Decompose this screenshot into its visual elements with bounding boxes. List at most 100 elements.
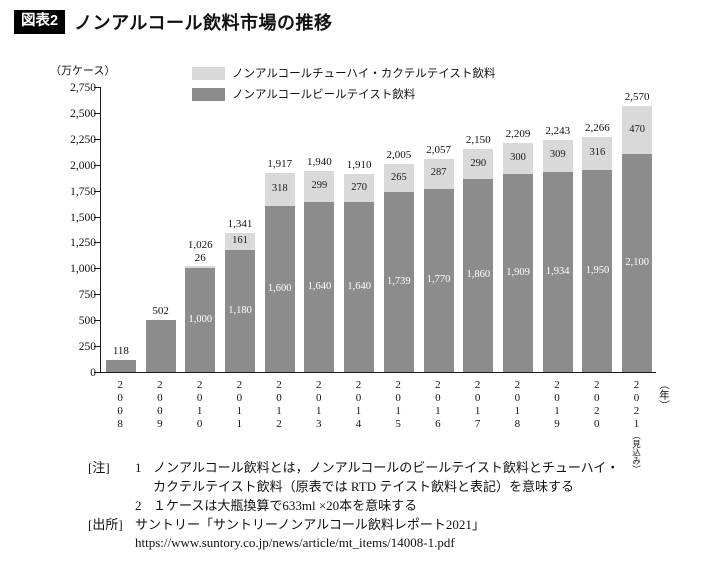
bar-total-label: 1,026 [187, 238, 213, 251]
y-axis: 0 250 500 750 1,000 1,250 1,500 1,750 2,000 2,250… [20, 82, 96, 379]
bar-segment-beer: 2,100 [622, 154, 653, 372]
x-axis-label: 2018 [497, 379, 537, 431]
legend-swatch [192, 87, 225, 101]
bar-total-label: 2,005 [386, 149, 412, 162]
bar-total-label: 502 [152, 304, 169, 317]
y-tick-mark [94, 372, 101, 373]
figure-number-badge: 図表2 [14, 10, 66, 34]
y-tick-mark [94, 242, 101, 244]
x-axis-label: 2015 [378, 379, 418, 431]
bar-value-chuhai: 290 [470, 157, 487, 169]
x-axis-year: 2011 [233, 379, 246, 431]
y-tick-label: 0 [90, 367, 96, 379]
bar-total-label: 1,917 [267, 158, 293, 171]
bar-value-chuhai: 300 [510, 152, 526, 164]
y-tick-label: 2,750 [70, 82, 96, 94]
note-label: [注] [88, 460, 110, 475]
bar-value-beer: 1,770 [426, 274, 451, 286]
note-text: https://www.suntory.co.jp/news/article/m… [135, 535, 455, 551]
note-label: [出所] [88, 516, 123, 532]
bar-total-label: 2,266 [585, 122, 610, 135]
bar-total-label: 2,570 [624, 90, 650, 103]
x-axis-year: 2013 [312, 379, 325, 431]
y-tick-label: 500 [78, 315, 96, 328]
legend-swatch [192, 66, 225, 80]
bar-value-beer: 1,934 [545, 265, 570, 277]
x-axis-label: 2013 [299, 379, 339, 431]
bar-segment-chuhai: 318 [264, 173, 295, 207]
bar-value-beer: 1,600 [267, 282, 292, 294]
y-tick-mark [94, 346, 101, 348]
y-tick-label: 1,500 [70, 211, 96, 224]
bar-total-label: 2,209 [505, 128, 531, 141]
y-tick-mark [94, 112, 101, 114]
x-axis-year: 2016 [431, 379, 444, 431]
x-axis-label: 2009 [140, 379, 180, 431]
bar-value-chuhai-outside: 26 [194, 251, 206, 264]
bar-segment-beer: 1,640 [344, 202, 375, 372]
bar-segment-chuhai: 300 [503, 143, 533, 175]
note-row: 2 １ケースは大瓶換算で633ml ×20本を意味する [88, 497, 627, 516]
note-row: [出所] サントリー「サントリーノンアルコール飲料レポート2021」 [88, 516, 627, 535]
bar-segment-chuhai: 265 [383, 164, 414, 192]
bar-segment-beer: 1,909 [503, 174, 533, 372]
bar-total-label: 1,341 [227, 218, 253, 231]
bar-total-label: 2,150 [465, 134, 491, 147]
bar-segment-chuhai: 470 [622, 105, 653, 155]
x-axis: 2008 2009 2010 2011 2012 2013 2014 2015 2016 2017… [100, 377, 685, 474]
x-axis-year: 2008 [114, 379, 127, 431]
bar-segment-beer [145, 319, 176, 372]
bar-value-beer: 1,640 [347, 280, 371, 292]
x-axis-label: 2017 [457, 379, 497, 431]
bar-segment-chuhai: 316 [582, 137, 613, 170]
x-axis-label: 2021（見込み） [616, 379, 656, 474]
bar-value-chuhai: 265 [390, 171, 407, 183]
bar-segment-beer: 1,739 [383, 191, 414, 372]
bar-total-label: 1,940 [307, 156, 332, 169]
bar-segment-chuhai: 299 [304, 171, 335, 203]
bar-value-beer: 2,100 [625, 256, 649, 268]
notes: [注] 1 ノンアルコール飲料とは，ノンアルコールのビールテイスト飲料とチューハイ・… [88, 459, 627, 553]
figure-title: ノンアルコール飲料市場の推移 [74, 13, 333, 33]
y-tick-mark [94, 216, 101, 218]
x-axis-label: 2010 [179, 379, 219, 431]
note-text: ノンアルコール飲料とは，ノンアルコールのビールテイスト飲料とチューハイ・カクテル… [153, 460, 620, 494]
bar-segment-chuhai: 270 [344, 174, 375, 203]
bar-segment-beer [105, 359, 136, 372]
y-tick-label: 750 [78, 289, 96, 302]
x-axis-year: 2014 [352, 379, 365, 431]
bar-total-label: 118 [112, 344, 129, 357]
x-axis-year: 2009 [153, 379, 166, 431]
note-row: [注] 1 ノンアルコール飲料とは，ノンアルコールのビールテイスト飲料とチューハイ・… [88, 459, 627, 497]
bar-segment-beer: 1,950 [582, 169, 613, 372]
note-row: https://www.suntory.co.jp/news/article/m… [88, 534, 627, 553]
chart-legend: ノンアルコールチューハイ・カクテルテイスト飲料ノンアルコールビールテイスト飲料 [192, 65, 495, 102]
x-axis-label: 2020 [577, 379, 617, 431]
bar-segment-beer: 1,934 [542, 171, 573, 372]
x-axis-year: 2018 [511, 379, 524, 431]
bar-value-chuhai: 161 [232, 235, 248, 247]
note-number: 1 [135, 460, 142, 475]
bar-value-beer: 1,000 [188, 313, 213, 325]
x-axis-unit-wrap: （年） [650, 379, 676, 411]
bar-segment-beer: 1,860 [463, 179, 494, 372]
bar-value-beer: 1,739 [387, 275, 411, 287]
y-tick-label: 2,500 [70, 107, 96, 120]
y-tick-mark [94, 268, 101, 270]
bar-total-label: 2,057 [426, 143, 451, 156]
bar-value-beer: 1,909 [506, 266, 530, 278]
y-tick-mark [94, 190, 101, 192]
y-tick-label: 1,000 [70, 263, 96, 276]
x-axis-forecast-note: （見込み） [631, 431, 642, 474]
legend-item: ノンアルコールビールテイスト飲料 [192, 86, 495, 102]
bar-segment-beer: 1,640 [304, 202, 335, 372]
x-axis-year: 2010 [193, 379, 206, 431]
x-axis-label: 2012 [259, 379, 299, 431]
note-number: 2 [135, 497, 142, 513]
bar-value-chuhai: 316 [589, 147, 606, 159]
bar-value-beer: 1,180 [228, 304, 252, 316]
bar-value-beer: 1,860 [466, 269, 491, 281]
legend-label: ノンアルコールチューハイ・カクテルテイスト飲料 [232, 68, 496, 80]
x-axis-year: 2019 [551, 379, 564, 431]
x-axis-label: 2011 [219, 379, 259, 431]
